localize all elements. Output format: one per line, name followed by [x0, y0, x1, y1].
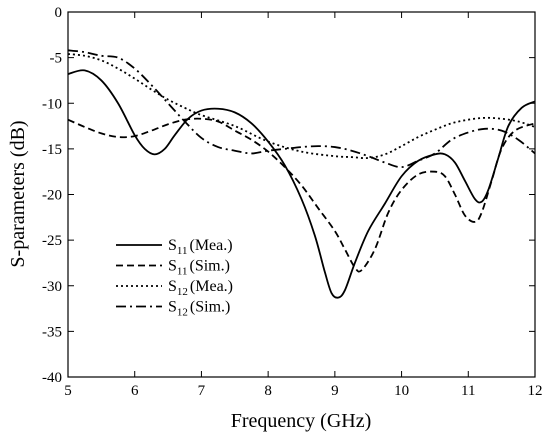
x-axis-title: Frequency (GHz) [231, 410, 372, 432]
legend-label-suffix: (Sim.) [190, 299, 230, 316]
x-tick-label: 12 [528, 383, 543, 399]
x-tick-label: 7 [198, 383, 206, 399]
legend-label-main: S [168, 258, 177, 275]
series-line-3 [67, 49, 536, 169]
y-tick-label: -35 [42, 324, 62, 340]
legend-label-main: S [168, 278, 177, 295]
legend-label-main: S [168, 299, 177, 316]
x-tick-label: 10 [394, 383, 409, 399]
legend-label-subscript: 11 [177, 266, 188, 278]
x-tick-label: 9 [331, 383, 339, 399]
legend-label-3: S12 (Sim.) [168, 299, 230, 319]
x-tick-label: 8 [264, 383, 272, 399]
legend-label-2: S12 (Mea.) [168, 278, 233, 298]
y-axis-title: S-parameters (dB) [7, 120, 29, 267]
legend-label-1: S11 (Sim.) [168, 258, 230, 278]
x-tick-label: 5 [64, 383, 72, 399]
legend-label-suffix: (Sim.) [190, 258, 230, 275]
y-tick-label: -20 [42, 188, 62, 204]
plot-frame [67, 11, 536, 378]
plot-area [67, 49, 536, 299]
y-tick-label: 0 [55, 5, 63, 21]
y-tick-label: -25 [42, 233, 62, 249]
legend-label-subscript: 12 [177, 286, 188, 298]
legend-label-main: S [168, 237, 177, 254]
y-tick-label: -30 [42, 279, 62, 295]
y-tick-label: -5 [50, 51, 63, 67]
legend-label-suffix: (Mea.) [190, 278, 233, 295]
legend: S11 (Mea.)S11 (Sim.)S12 (Mea.)S12 (Sim.) [116, 237, 233, 319]
y-tick-label: -40 [42, 370, 62, 386]
legend-label-0: S11 (Mea.) [168, 237, 233, 257]
x-tick-label: 6 [131, 383, 139, 399]
legend-label-subscript: 11 [177, 245, 188, 257]
axis-tick-labels: 5 6 7 8 9 10 11 12 0 -5 -10 -15 -20 -25 -30 -35 -40 [42, 5, 543, 399]
y-tick-label: -10 [42, 96, 62, 112]
series-line-2 [67, 53, 536, 160]
legend-label-subscript: 12 [177, 307, 188, 319]
x-tick-label: 11 [461, 383, 475, 399]
legend-label-suffix: (Mea.) [190, 237, 233, 254]
series-line-1 [67, 117, 536, 273]
y-tick-label: -15 [42, 142, 62, 158]
series-line-0 [67, 69, 536, 299]
axis-ticks [67, 11, 536, 378]
